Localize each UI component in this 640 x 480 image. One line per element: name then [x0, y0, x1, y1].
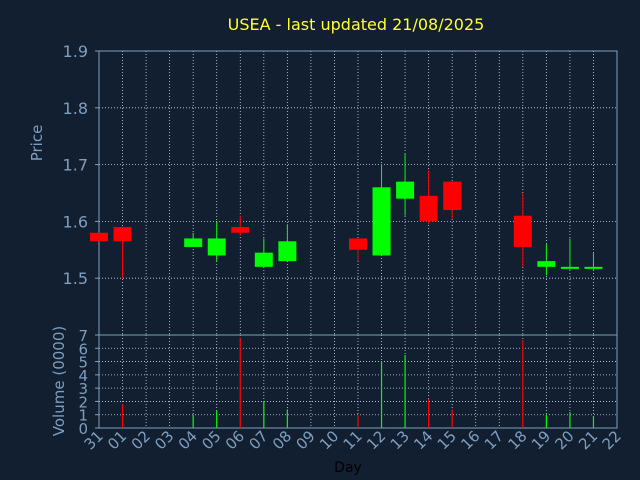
x-tick-label: 21	[575, 427, 601, 453]
volume-plot-frame	[98, 334, 618, 429]
x-tick-label: 04	[175, 427, 201, 453]
candle-body	[396, 181, 415, 199]
candle-body	[113, 227, 132, 242]
x-tick-label: 01	[104, 427, 130, 453]
x-tick-label: 09	[293, 427, 319, 453]
volume-tick-label: 7	[78, 327, 88, 345]
volume-axis-label: Volume (0000)	[50, 326, 68, 436]
candle-body	[349, 238, 367, 250]
x-tick-label: 20	[552, 427, 578, 453]
volume-tick-label: 3	[78, 380, 88, 398]
price-tick-label: 1.8	[63, 99, 88, 118]
candle-body	[254, 252, 273, 267]
volume-tick-label: 5	[78, 354, 88, 372]
x-tick-label: 22	[599, 427, 625, 453]
volume-tick-label: 6	[78, 340, 88, 358]
x-tick-label: 13	[387, 427, 413, 453]
x-tick-label: 12	[363, 427, 389, 453]
price-axis-label: Price	[28, 125, 46, 162]
price-tick-label: 1.9	[63, 42, 88, 61]
x-tick-label: 16	[457, 427, 483, 453]
x-tick-label: 03	[151, 427, 177, 453]
x-tick-label: 08	[269, 427, 295, 453]
chart-title: USEA - last updated 21/08/2025	[228, 15, 485, 34]
candle-body	[419, 195, 438, 222]
price-tick-label: 1.6	[63, 212, 88, 231]
candle-body	[90, 232, 108, 242]
x-tick-label: 10	[316, 427, 342, 453]
volume-tick-label: 1	[78, 407, 88, 425]
x-tick-label: 07	[245, 427, 271, 453]
x-tick-label: 11	[340, 427, 366, 453]
candle-body	[231, 227, 250, 233]
candle-body	[513, 215, 532, 247]
candle-body	[443, 181, 462, 211]
candle-body	[584, 266, 603, 269]
candle-body	[207, 238, 226, 256]
candle-body	[372, 187, 391, 256]
candle-body	[560, 266, 579, 269]
x-tick-label: 19	[528, 427, 554, 453]
x-tick-label: 14	[410, 427, 436, 453]
x-tick-label: 02	[128, 427, 154, 453]
x-axis-label: Day	[334, 460, 362, 476]
volume-tick-label: 0	[78, 420, 88, 438]
x-tick-label: 15	[434, 427, 460, 453]
candle-body	[184, 238, 203, 247]
volume-tick-label: 4	[78, 367, 88, 385]
volume-tick-label: 2	[78, 393, 88, 411]
x-tick-label: 18	[504, 427, 530, 453]
x-tick-label: 05	[198, 427, 224, 453]
candle-body	[537, 261, 556, 267]
candle-body	[278, 241, 297, 262]
x-tick-label: 06	[222, 427, 248, 453]
x-tick-label: 17	[481, 427, 507, 453]
price-tick-label: 1.5	[63, 269, 88, 288]
price-tick-label: 1.7	[63, 156, 88, 175]
